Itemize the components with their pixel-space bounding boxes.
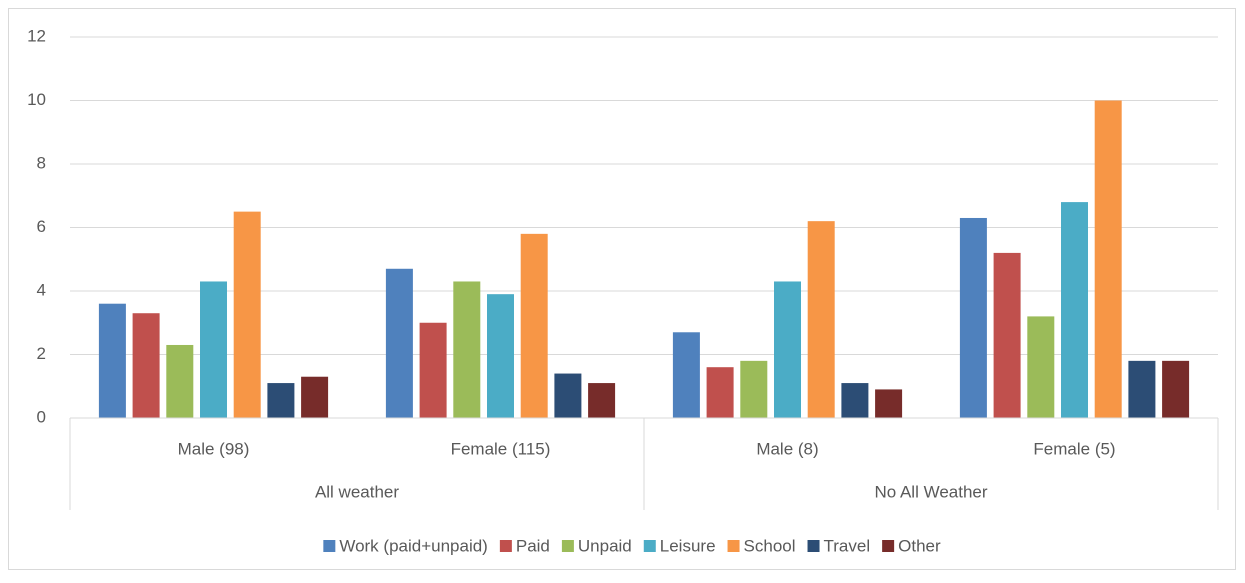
bar bbox=[200, 281, 227, 418]
bar bbox=[267, 383, 295, 418]
bar bbox=[520, 233, 548, 418]
bar bbox=[166, 344, 194, 418]
legend-swatch bbox=[323, 540, 336, 552]
legend-swatch bbox=[499, 540, 512, 552]
legend-swatch bbox=[561, 540, 574, 552]
legend-label: Travel bbox=[824, 536, 871, 555]
x-tick-label: Female (5) bbox=[1033, 439, 1115, 458]
bar bbox=[1027, 316, 1055, 418]
legend-swatch bbox=[882, 540, 895, 552]
bar bbox=[1162, 360, 1190, 418]
chart-border bbox=[8, 8, 1236, 570]
bar bbox=[1094, 100, 1122, 418]
bar bbox=[487, 294, 514, 418]
legend-swatch bbox=[643, 540, 656, 552]
bar bbox=[233, 211, 261, 418]
bar bbox=[419, 322, 447, 418]
legend-swatch bbox=[807, 540, 820, 552]
bar bbox=[740, 360, 768, 418]
x-tick-label: Female (115) bbox=[451, 439, 551, 458]
x-tick-label: Male (8) bbox=[756, 439, 818, 458]
y-tick-label: 4 bbox=[37, 280, 46, 299]
bar bbox=[672, 332, 700, 418]
legend-label: Other bbox=[898, 536, 941, 555]
bar bbox=[98, 303, 126, 418]
bar bbox=[774, 281, 801, 418]
bar bbox=[1061, 202, 1088, 418]
bar bbox=[1128, 360, 1156, 418]
bar bbox=[875, 389, 903, 418]
legend-label: Unpaid bbox=[578, 536, 632, 555]
bar bbox=[301, 376, 329, 418]
y-tick-label: 0 bbox=[37, 407, 46, 426]
bar bbox=[841, 383, 869, 418]
bar bbox=[453, 281, 481, 418]
bar bbox=[993, 252, 1021, 418]
bar bbox=[588, 383, 616, 418]
y-tick-label: 6 bbox=[37, 217, 46, 236]
legend-label: School bbox=[744, 536, 796, 555]
legend-swatch bbox=[727, 540, 740, 552]
group-label: All weather bbox=[315, 482, 399, 501]
bar bbox=[385, 268, 413, 418]
bar bbox=[132, 313, 160, 418]
y-tick-label: 12 bbox=[27, 26, 46, 45]
bar bbox=[807, 221, 835, 418]
group-label: No All Weather bbox=[874, 482, 987, 501]
bar bbox=[959, 217, 987, 418]
x-tick-label: Male (98) bbox=[178, 439, 250, 458]
legend-label: Leisure bbox=[660, 536, 716, 555]
y-tick-label: 10 bbox=[27, 90, 46, 109]
legend-label: Paid bbox=[516, 536, 550, 555]
bar bbox=[554, 373, 582, 418]
bar bbox=[706, 367, 734, 418]
y-tick-label: 8 bbox=[37, 153, 46, 172]
legend-label: Work (paid+unpaid) bbox=[339, 536, 488, 555]
y-tick-label: 2 bbox=[37, 344, 46, 363]
